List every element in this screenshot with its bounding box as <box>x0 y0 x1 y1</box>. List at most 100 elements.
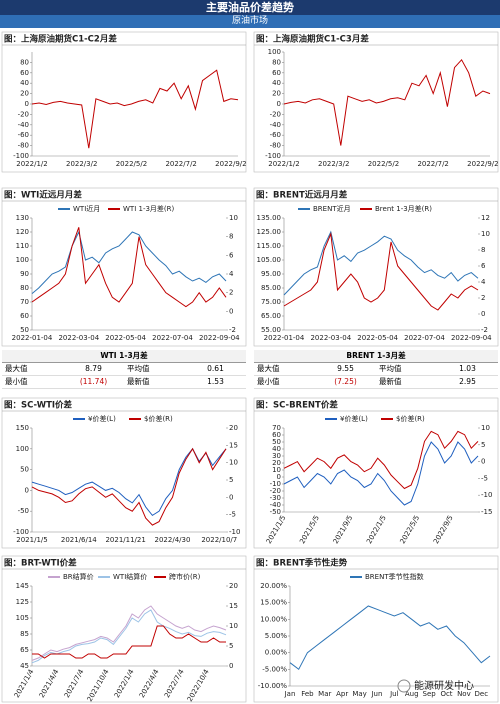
y-tick-label: -80 <box>270 142 281 150</box>
y-tick-label: -50 <box>270 508 281 516</box>
y-tick-label: -20 <box>270 110 281 118</box>
y-tick-label: 95.00 <box>261 270 281 278</box>
y-tick-label: 50 <box>20 326 29 334</box>
y-tick-label: 40 <box>272 445 281 453</box>
legend-label: WTI结算价 <box>113 572 147 581</box>
y-tick-label: 70 <box>272 424 281 432</box>
x-tick-label: Oct <box>440 690 452 698</box>
y-tick-label: -10 <box>481 491 492 499</box>
series-line <box>31 609 227 664</box>
y-tick-label: 125 <box>16 598 29 606</box>
y-tick-label: 80 <box>272 58 281 66</box>
y-tick-label: 130 <box>16 214 29 222</box>
y-tick-label: 10 <box>229 622 238 630</box>
x-tick-label: Sep <box>423 690 437 698</box>
y-tick-label: 6 <box>229 251 234 259</box>
y-tick-label: 20 <box>229 424 238 432</box>
cell: 0.61 <box>207 364 224 373</box>
x-tick-label: Feb <box>301 690 314 698</box>
cell: 平均值 <box>379 364 402 373</box>
y-tick-label: 5 <box>229 476 233 484</box>
x-tick-label: May <box>352 690 366 698</box>
y-tick-label: 2 <box>481 294 485 302</box>
x-tick-label: 2022/10/4 <box>186 668 211 704</box>
x-tick-label: 2022-03-04 <box>58 334 99 342</box>
page-subtitle: 原油市场 <box>0 15 500 28</box>
x-tick-label: 2022/1/4 <box>113 668 136 700</box>
y-tick-label: -100 <box>265 152 281 160</box>
chart-frame <box>253 555 499 703</box>
y-tick-label: 0 <box>229 307 233 315</box>
watermark-icon <box>397 679 411 693</box>
chart-frame <box>1 31 247 173</box>
x-tick-label: 2021/11/21 <box>105 536 145 544</box>
y-tick-label: 80 <box>20 58 29 66</box>
x-tick-label: 2022/9/2 <box>215 160 246 168</box>
y-tick-label: 15.00% <box>260 599 287 607</box>
chart-title: 图：BRT-WTI价差 <box>4 558 77 569</box>
y-tick-label: 75.00 <box>261 298 281 306</box>
cell: 最大值 <box>5 364 28 373</box>
table-title: WTI 1-3月差 <box>2 350 246 363</box>
x-tick-label: 2022/3/2 <box>318 160 349 168</box>
chart-title: 图：SC-BRENT价差 <box>256 400 338 411</box>
y-tick-label: -5 <box>481 474 488 482</box>
x-tick-label: 2021/1/5 <box>16 536 47 544</box>
y-tick-label: 0.00% <box>265 649 288 657</box>
y-tick-label: 20 <box>272 90 281 98</box>
table-row: 最小值 (11.74) 最新值 1.53 <box>2 376 246 389</box>
y-tick-label: -10 <box>270 480 281 488</box>
y-tick-label: 0 <box>481 310 485 318</box>
x-tick-label: 2022-01-04 <box>264 334 305 342</box>
x-tick-label: 2022-07-04 <box>152 334 193 342</box>
y-tick-label: 0 <box>481 458 485 466</box>
page-title: 主要油品价差趋势 <box>0 0 500 15</box>
y-tick-label: 60 <box>20 69 29 77</box>
series-line <box>31 605 227 661</box>
series-line <box>283 230 479 296</box>
cell: (7.25) <box>334 377 357 386</box>
y-tick-label: 0 <box>25 486 29 494</box>
cell: 2.95 <box>459 377 476 386</box>
y-tick-label: 20 <box>229 582 238 590</box>
cell: 平均值 <box>127 364 150 373</box>
legend-label: ¥价差(L) <box>88 414 116 423</box>
x-tick-label: 2022/5/2 <box>368 160 399 168</box>
y-tick-label: -20 <box>18 110 29 118</box>
y-tick-label: 6 <box>481 262 486 270</box>
y-tick-label: 150 <box>16 424 29 432</box>
x-tick-label: Nov <box>457 690 471 698</box>
x-tick-label: 2022/1/2 <box>16 160 47 168</box>
y-tick-label: 8 <box>229 233 233 241</box>
y-tick-label: 60 <box>20 312 29 320</box>
y-tick-label: 10 <box>481 424 490 432</box>
cell: 1.03 <box>459 364 476 373</box>
cell: (11.74) <box>79 377 108 386</box>
y-tick-label: -40 <box>270 121 281 129</box>
y-tick-label: 4 <box>481 278 486 286</box>
y-tick-label: 10.00% <box>260 615 287 623</box>
x-tick-label: 2022-09-04 <box>451 334 492 342</box>
y-tick-label: 10 <box>272 466 281 474</box>
x-tick-label: 2022-05-04 <box>357 334 398 342</box>
y-tick-label: 115.00 <box>257 242 282 250</box>
y-tick-label: 10 <box>481 230 490 238</box>
y-tick-label: 20 <box>20 90 29 98</box>
y-tick-label: -5 <box>229 511 236 519</box>
series-line <box>283 58 491 146</box>
chart-title: 图：BRENT季节性走势 <box>256 558 348 569</box>
y-tick-label: 80 <box>20 284 29 292</box>
y-tick-label: -60 <box>270 131 281 139</box>
x-tick-label: 2022-01-04 <box>12 334 53 342</box>
legend-label: WTI 1-3月差(R) <box>123 204 175 213</box>
chart-frame <box>1 397 247 549</box>
legend-label: 跨市价(R) <box>169 572 201 581</box>
x-tick-label: 2021/1/4 <box>13 668 36 700</box>
series-line <box>31 227 227 308</box>
stats-table: WTI 1-3月差 最大值 8.79 平均值 0.61 最小值 (11.74) 最新值 1.… <box>2 350 246 389</box>
x-tick-label: 2022-09-04 <box>199 334 240 342</box>
y-tick-label: 0 <box>277 473 281 481</box>
y-tick-label: 50 <box>20 466 29 474</box>
chart-title: 图：WTI近远月月差 <box>4 190 82 201</box>
